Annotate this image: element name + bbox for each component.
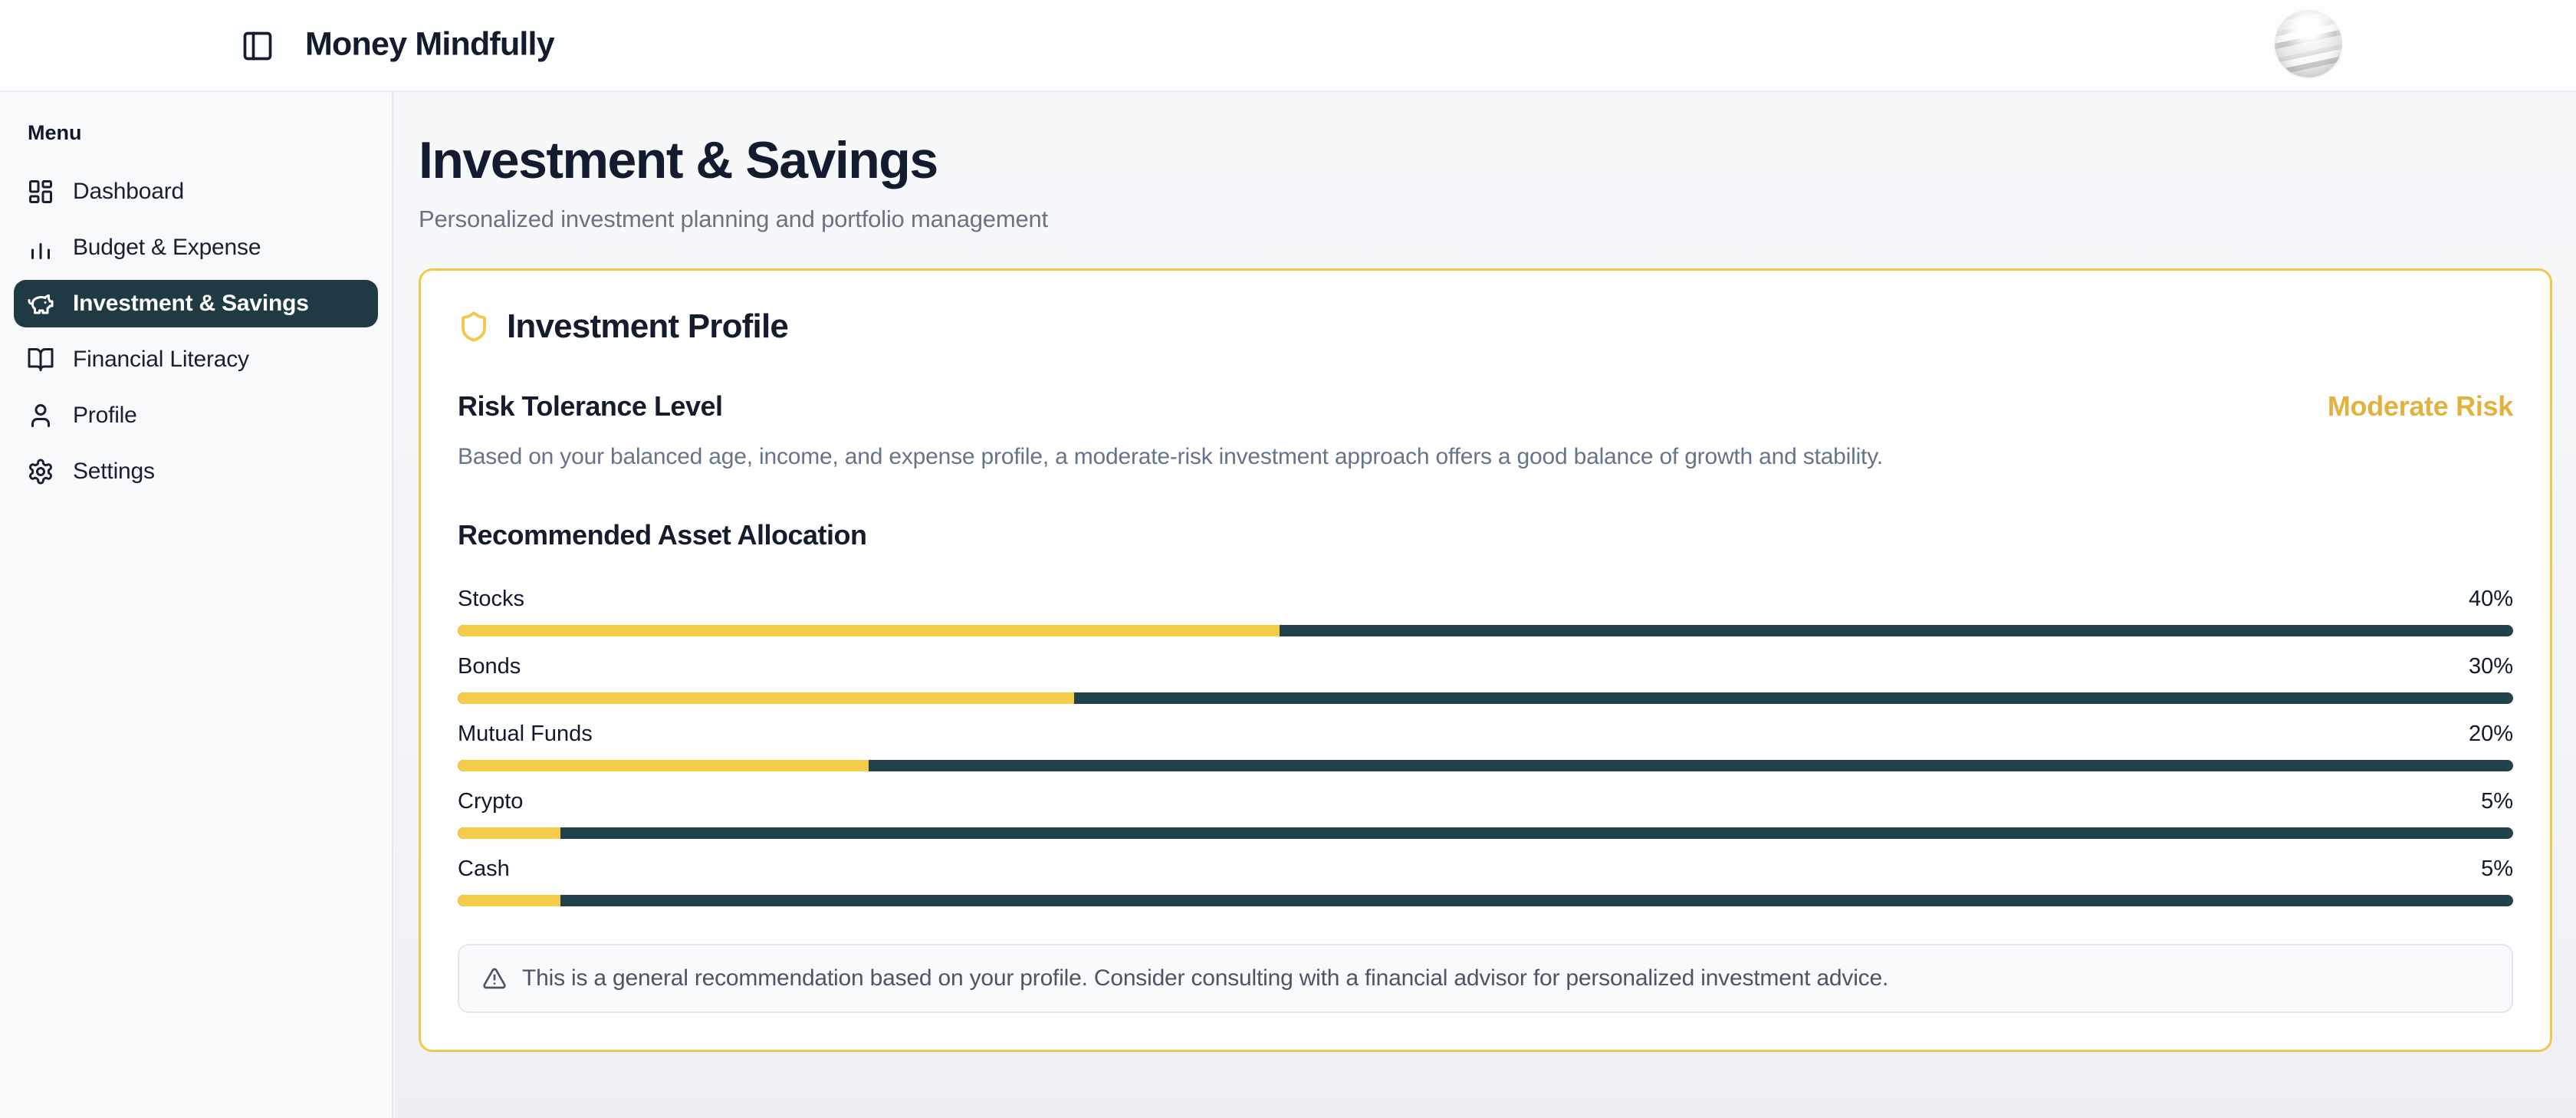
allocation-heading: Recommended Asset Allocation [458,519,867,551]
allocation-row-stocks: Stocks 40% [458,587,2513,636]
piggy-bank-icon [27,290,54,317]
card-header: Investment Profile [458,307,2513,346]
panel-left-icon [241,29,278,63]
sidebar-item-label: Settings [73,459,155,484]
sidebar-item-budget-expense[interactable]: Budget & Expense [14,224,378,271]
allocation-row-crypto: Crypto 5% [458,789,2513,839]
card-title: Investment Profile [507,307,789,345]
alert-triangle-icon [482,966,507,991]
allocation-label: Mutual Funds [458,722,593,746]
allocation-percent: 30% [2468,654,2513,679]
risk-tolerance-heading: Risk Tolerance Level [458,390,723,422]
sidebar-item-label: Profile [73,403,137,428]
page-subtitle: Personalized investment planning and por… [419,206,1048,232]
sidebar-menu-label: Menu [28,121,82,144]
allocation-percent: 20% [2468,722,2513,746]
risk-level-value: Moderate Risk [2327,390,2513,422]
sidebar-item-label: Investment & Savings [73,291,309,316]
sidebar-item-dashboard[interactable]: Dashboard [14,168,378,215]
disclaimer-text: This is a general recommendation based o… [522,965,1889,991]
dashboard-icon [27,178,54,206]
main-content: Investment & Savings Personalized invest… [395,92,2576,1118]
user-avatar[interactable] [2275,10,2342,77]
allocation-percent: 40% [2468,587,2513,611]
allocation-bar-track [458,760,2513,771]
allocation-label: Stocks [458,587,525,611]
app-header: Money Mindfully [0,0,2576,92]
sidebar-nav: Dashboard Budget & Expense Investment & … [0,168,392,495]
allocation-row-mutual-funds: Mutual Funds 20% [458,722,2513,771]
risk-description: Based on your balanced age, income, and … [458,444,1883,469]
allocation-bar-fill [458,895,561,906]
sidebar-item-financial-literacy[interactable]: Financial Literacy [14,336,378,383]
allocation-list: Stocks 40% Bonds 30% Mutual Funds 20% Cr… [458,587,2513,906]
sidebar-item-label: Financial Literacy [73,347,249,372]
sidebar-item-settings[interactable]: Settings [14,448,378,495]
page-title: Investment & Savings [419,131,938,189]
user-icon [27,402,54,429]
sidebar-item-profile[interactable]: Profile [14,392,378,439]
sidebar-item-investment-savings[interactable]: Investment & Savings [14,280,378,327]
bar-chart-icon [27,234,54,261]
app-title: Money Mindfully [305,25,555,63]
allocation-row-cash: Cash 5% [458,857,2513,906]
allocation-bar-track [458,625,2513,636]
disclaimer-note: This is a general recommendation based o… [458,944,2513,1013]
shield-icon [458,311,490,343]
sidebar-toggle-button[interactable] [241,28,278,64]
allocation-bar-fill [458,625,1280,636]
sidebar-item-label: Dashboard [73,179,184,204]
investment-profile-card: Investment Profile Risk Tolerance Level … [419,268,2552,1052]
allocation-label: Cash [458,857,510,881]
sidebar-item-label: Budget & Expense [73,235,261,260]
allocation-bar-track [458,827,2513,839]
gear-icon [27,458,54,485]
allocation-percent: 5% [2481,789,2513,814]
allocation-percent: 5% [2481,857,2513,881]
sidebar: Menu Dashboard Budget & Expense Investme… [0,92,393,1118]
allocation-bar-track [458,895,2513,906]
allocation-bar-track [458,692,2513,704]
allocation-bar-fill [458,760,869,771]
allocation-label: Crypto [458,789,524,814]
allocation-label: Bonds [458,654,521,679]
risk-tolerance-row: Risk Tolerance Level Moderate Risk [458,390,2513,423]
allocation-bar-fill [458,827,561,839]
book-open-icon [27,346,54,373]
allocation-bar-fill [458,692,1075,704]
allocation-row-bonds: Bonds 30% [458,654,2513,704]
